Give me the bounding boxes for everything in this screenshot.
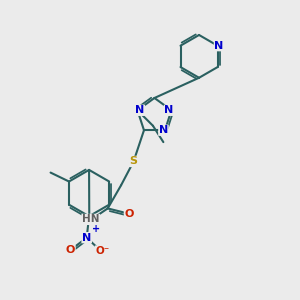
Text: S: S xyxy=(130,157,138,166)
Text: N: N xyxy=(164,105,174,115)
Text: N: N xyxy=(214,41,224,51)
Text: HN: HN xyxy=(82,214,100,224)
Text: +: + xyxy=(92,224,100,234)
Text: O: O xyxy=(124,209,134,219)
Text: O: O xyxy=(66,245,75,255)
Text: O⁻: O⁻ xyxy=(95,246,110,256)
Text: N: N xyxy=(82,233,91,243)
Text: N: N xyxy=(159,125,168,135)
Text: N: N xyxy=(135,105,145,115)
